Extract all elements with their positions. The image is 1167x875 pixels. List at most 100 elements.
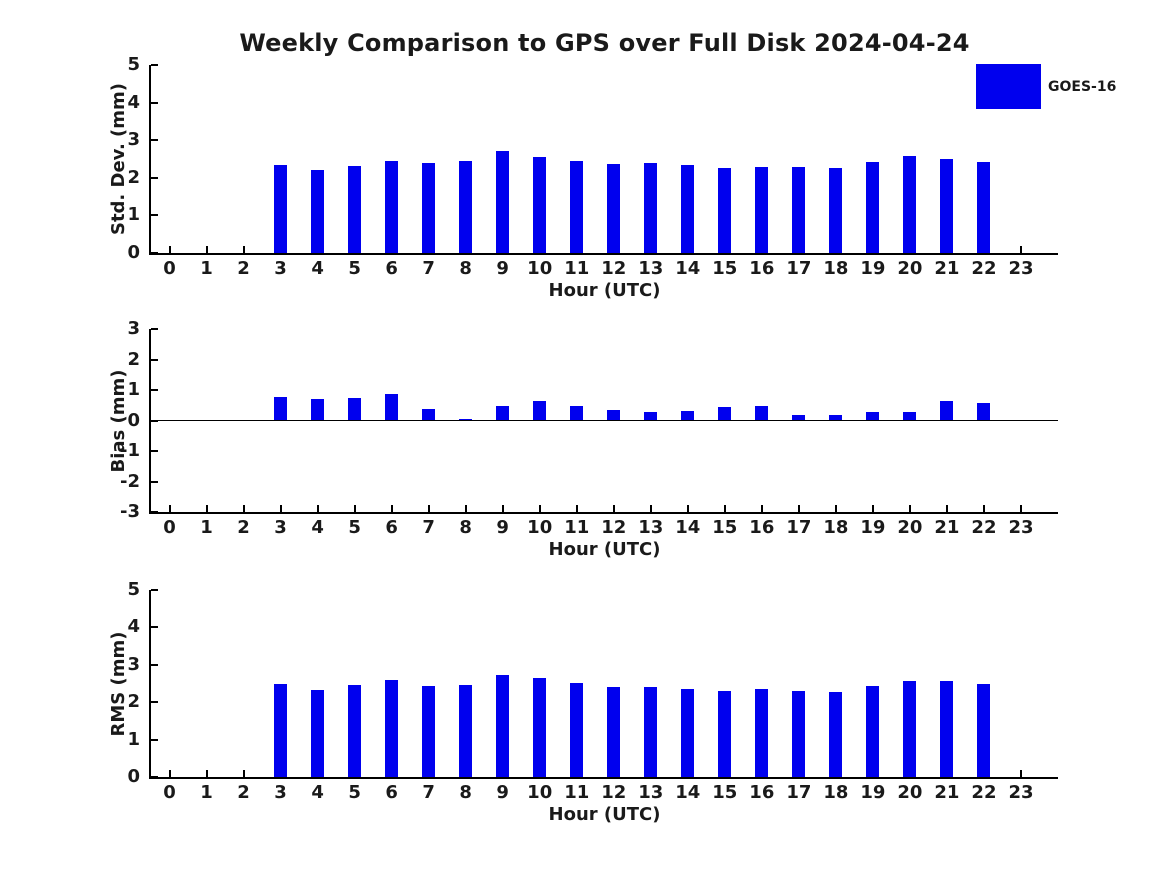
bar-rms-hour-5 bbox=[348, 685, 362, 777]
x-tick-label: 7 bbox=[422, 782, 435, 803]
x-tick-label: 12 bbox=[601, 782, 627, 803]
x-tick-label: 12 bbox=[601, 258, 627, 279]
y-tick-label: 3 bbox=[127, 129, 140, 151]
x-tick bbox=[723, 505, 726, 512]
x-tick-label: 22 bbox=[971, 782, 997, 803]
y-tick-label: 4 bbox=[127, 616, 140, 638]
x-tick-label: 4 bbox=[311, 782, 324, 803]
x-tick bbox=[982, 505, 985, 512]
y-tick-label: 1 bbox=[127, 204, 140, 226]
bar-bias-hour-10 bbox=[533, 400, 547, 421]
x-tick bbox=[945, 505, 948, 512]
x-tick bbox=[538, 505, 541, 512]
x-tick bbox=[390, 505, 393, 512]
plot-area-bias bbox=[149, 329, 1058, 514]
x-tick-label: 6 bbox=[385, 782, 398, 803]
y-tick-label: 2 bbox=[127, 691, 140, 713]
bar-bias-hour-9 bbox=[496, 406, 510, 421]
x-tick bbox=[1019, 505, 1022, 512]
x-tick-label: 1 bbox=[200, 258, 213, 279]
x-tick-label: 17 bbox=[786, 782, 812, 803]
x-tick bbox=[686, 505, 689, 512]
x-tick-label: 14 bbox=[675, 258, 701, 279]
x-axis-label-std-dev: Hour (UTC) bbox=[548, 280, 661, 301]
x-tick bbox=[871, 505, 874, 512]
bar-std-dev-hour-16 bbox=[755, 166, 769, 253]
x-tick bbox=[427, 505, 430, 512]
x-tick-label: 14 bbox=[675, 782, 701, 803]
y-tick bbox=[151, 64, 158, 66]
bar-std-dev-hour-3 bbox=[274, 164, 288, 253]
y-axis-label-rms: RMS (mm) bbox=[108, 631, 129, 736]
y-tick bbox=[151, 328, 158, 330]
x-tick-label: 21 bbox=[934, 782, 960, 803]
bar-std-dev-hour-7 bbox=[422, 162, 436, 253]
x-tick bbox=[205, 246, 208, 253]
bar-rms-hour-21 bbox=[940, 680, 954, 777]
x-tick-label: 8 bbox=[459, 517, 472, 538]
x-tick bbox=[501, 505, 504, 512]
bar-std-dev-hour-22 bbox=[977, 161, 991, 253]
x-tick bbox=[168, 770, 171, 777]
x-tick-label: 3 bbox=[274, 782, 287, 803]
bar-rms-hour-6 bbox=[385, 679, 399, 777]
x-tick-label: 18 bbox=[823, 517, 849, 538]
x-tick bbox=[612, 505, 615, 512]
bar-std-dev-hour-4 bbox=[311, 169, 325, 253]
x-tick-label: 14 bbox=[675, 517, 701, 538]
x-tick-label: 6 bbox=[385, 517, 398, 538]
x-tick-label: 5 bbox=[348, 258, 361, 279]
x-tick bbox=[797, 505, 800, 512]
x-tick-label: 17 bbox=[786, 517, 812, 538]
bar-rms-hour-15 bbox=[718, 690, 732, 777]
bar-rms-hour-17 bbox=[792, 691, 806, 777]
bar-bias-hour-20 bbox=[903, 412, 917, 421]
x-tick-label: 12 bbox=[601, 517, 627, 538]
y-tick bbox=[151, 589, 158, 591]
y-tick-label: -1 bbox=[120, 440, 140, 461]
bar-std-dev-hour-6 bbox=[385, 160, 399, 253]
y-tick bbox=[151, 738, 158, 741]
x-tick-label: 13 bbox=[638, 258, 664, 279]
y-axis-label-std-dev: Std. Dev. (mm) bbox=[108, 82, 129, 236]
x-tick-label: 23 bbox=[1008, 782, 1034, 803]
bar-std-dev-hour-5 bbox=[348, 165, 362, 253]
y-tick-label: 2 bbox=[127, 348, 140, 370]
x-tick-label: 6 bbox=[385, 258, 398, 279]
bar-bias-hour-14 bbox=[681, 411, 695, 421]
bar-std-dev-hour-13 bbox=[644, 162, 658, 253]
x-tick bbox=[242, 505, 245, 512]
x-tick-label: 1 bbox=[200, 517, 213, 538]
x-tick-label: 13 bbox=[638, 517, 664, 538]
x-tick bbox=[168, 505, 171, 512]
x-tick-label: 20 bbox=[897, 258, 923, 279]
x-tick-label: 22 bbox=[971, 258, 997, 279]
y-tick-label: 0 bbox=[127, 766, 140, 787]
y-tick bbox=[151, 663, 158, 666]
zero-line bbox=[151, 420, 1058, 421]
x-tick-label: 15 bbox=[712, 517, 738, 538]
x-tick-label: 0 bbox=[163, 782, 176, 803]
bar-rms-hour-14 bbox=[681, 689, 695, 777]
x-tick-label: 16 bbox=[749, 517, 775, 538]
bar-bias-hour-21 bbox=[940, 401, 954, 421]
x-tick-label: 19 bbox=[860, 782, 886, 803]
bar-bias-hour-3 bbox=[274, 397, 288, 421]
x-tick-label: 9 bbox=[496, 782, 509, 803]
y-tick bbox=[151, 101, 158, 104]
x-tick-label: 16 bbox=[749, 782, 775, 803]
bar-bias-hour-7 bbox=[422, 409, 436, 421]
x-tick-label: 2 bbox=[237, 517, 250, 538]
x-tick bbox=[760, 505, 763, 512]
bar-rms-hour-22 bbox=[977, 683, 991, 777]
bar-rms-hour-8 bbox=[459, 685, 473, 777]
x-tick-label: 20 bbox=[897, 517, 923, 538]
bar-bias-hour-13 bbox=[644, 411, 658, 421]
bar-std-dev-hour-17 bbox=[792, 166, 806, 253]
x-tick-label: 20 bbox=[897, 782, 923, 803]
x-tick-label: 23 bbox=[1008, 517, 1034, 538]
bar-bias-hour-5 bbox=[348, 397, 362, 421]
x-tick-label: 1 bbox=[200, 782, 213, 803]
bar-rms-hour-12 bbox=[607, 687, 621, 777]
